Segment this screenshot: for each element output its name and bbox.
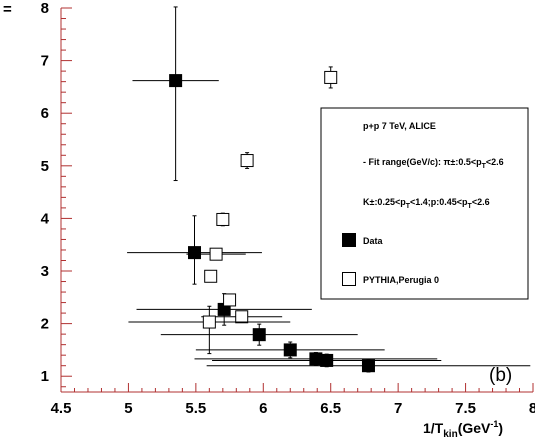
legend-proton-sub: T <box>468 203 473 210</box>
y-tick-label: 6 <box>41 105 49 122</box>
x-tick-label: 7.5 <box>455 400 476 417</box>
pythia-point <box>209 247 223 261</box>
x-tick-label: 6.5 <box>320 400 341 417</box>
pythia-point <box>204 269 218 283</box>
data-point <box>309 352 323 366</box>
x-axis-title-main: 1/T <box>423 420 444 436</box>
pythia-point <box>202 315 216 329</box>
series-layer <box>127 6 531 373</box>
y-tick-label: 5 <box>41 158 49 175</box>
legend-fit-range-text: - Fit range(GeV/c): π±:0.5<p <box>363 157 482 167</box>
legend: p+p 7 TeV, ALICE - Fit range(GeV/c): π±:… <box>320 107 529 300</box>
x-axis-title-close: ) <box>498 420 503 436</box>
legend-line-kaon-proton: K±:0.25<pT<1.4;p:0.45<pT<2.6 <box>363 197 490 210</box>
x-tick-label: 5 <box>124 400 132 417</box>
axes: 4.5 5 5.5 6 6.5 7 7.5 8 1 2 3 4 5 6 7 8 <box>41 0 535 417</box>
legend-kaon-text: K±:0.25<p <box>363 197 406 207</box>
legend-line-fit-range: - Fit range(GeV/c): π±:0.5<pT<2.6 <box>363 157 504 170</box>
legend-marker-data <box>342 233 356 247</box>
data-point <box>320 353 334 367</box>
y-tick-label: 4 <box>41 210 50 227</box>
pythia-point <box>240 154 254 168</box>
pythia-point <box>223 293 237 307</box>
x-axis-title-sup: -1 <box>490 419 498 429</box>
y-tick-label: 7 <box>41 53 49 70</box>
x-axis-title-tail: (GeV <box>458 420 491 436</box>
x-tick-label: 6 <box>259 400 267 417</box>
data-point <box>283 343 297 357</box>
x-tick-label: 4.5 <box>51 400 72 417</box>
data-point <box>252 328 266 342</box>
y-tick-label: 3 <box>41 263 49 280</box>
legend-fit-range-sub: T <box>482 163 487 170</box>
legend-kaon-sub: T <box>406 203 411 210</box>
data-point <box>361 359 375 373</box>
x-tick-label: 7 <box>394 400 402 417</box>
legend-line-title: p+p 7 TeV, ALICE <box>363 121 436 131</box>
data-point <box>188 246 202 260</box>
pythia-point <box>235 310 249 324</box>
pythia-point <box>324 70 338 84</box>
y-tick-label: 1 <box>41 368 49 385</box>
pythia-point <box>216 212 230 226</box>
x-axis-title: 1/Tkin(GeV-1) <box>423 419 503 440</box>
top-left-mark: = <box>3 1 12 18</box>
x-axis-title-sub: kin <box>443 429 457 440</box>
legend-label-data: Data <box>363 236 384 246</box>
x-tick-label: 8 <box>529 400 535 417</box>
panel-label: (b) <box>489 365 512 386</box>
y-tick-label: 2 <box>41 316 49 333</box>
legend-proton-tail: <2.6 <box>472 197 490 207</box>
data-point <box>169 74 183 88</box>
legend-kaon-mid: <1.4;p:0.45<p <box>410 197 468 207</box>
legend-frame <box>320 107 529 300</box>
y-tick-label: 8 <box>41 0 49 17</box>
x-tick-label: 5.5 <box>185 400 206 417</box>
legend-fit-range-tail: <2.6 <box>486 157 504 167</box>
legend-marker-pythia <box>342 272 356 286</box>
legend-label-pythia: PYTHIA,Perugia 0 <box>363 275 439 285</box>
